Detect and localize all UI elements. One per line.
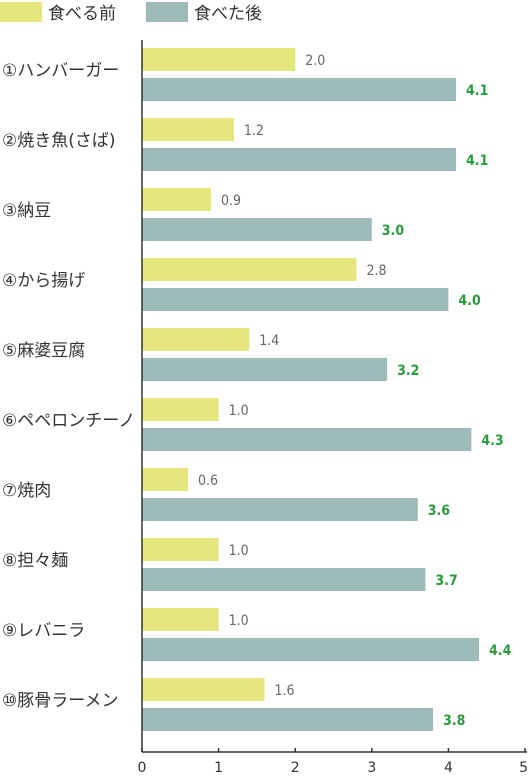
value-label-after: 3.8 bbox=[443, 713, 465, 729]
category-label: ⑤麻婆豆腐 bbox=[2, 341, 85, 361]
category-label: ⑦焼肉 bbox=[2, 481, 51, 501]
bar-before bbox=[142, 468, 188, 491]
x-tick-label: 5 bbox=[519, 760, 528, 776]
bar-after bbox=[142, 78, 457, 101]
value-label-before: 0.9 bbox=[221, 193, 241, 209]
bar-after bbox=[142, 288, 449, 311]
bar-before bbox=[142, 678, 265, 701]
value-label-before: 2.0 bbox=[305, 53, 325, 69]
value-label-before: 1.0 bbox=[229, 403, 249, 419]
value-label-before: 0.6 bbox=[198, 473, 218, 489]
category-label: ⑩豚骨ラーメン bbox=[2, 691, 119, 711]
value-label-after: 3.6 bbox=[428, 503, 451, 519]
category-label: ②焼き魚(さば) bbox=[2, 131, 116, 151]
bar-before bbox=[142, 398, 219, 421]
x-tick-label: 0 bbox=[138, 760, 147, 776]
value-label-before: 1.6 bbox=[275, 683, 295, 699]
value-label-after: 4.3 bbox=[481, 433, 503, 449]
bar-before bbox=[142, 538, 219, 561]
bar-before bbox=[142, 188, 211, 211]
category-label: ⑨レバニラ bbox=[2, 621, 85, 641]
bar-after bbox=[142, 148, 457, 171]
value-label-after: 4.1 bbox=[466, 83, 488, 99]
x-tick-label: 3 bbox=[367, 760, 376, 776]
bar-before bbox=[142, 328, 250, 351]
x-tick-label: 4 bbox=[444, 760, 453, 776]
legend-swatch-before bbox=[0, 2, 42, 22]
bar-after bbox=[142, 568, 426, 591]
bar-before bbox=[142, 48, 296, 71]
category-label: ③納豆 bbox=[2, 201, 51, 221]
value-label-before: 1.4 bbox=[259, 333, 279, 349]
legend-swatch-after bbox=[146, 2, 188, 22]
value-label-before: 1.0 bbox=[229, 613, 249, 629]
bar-before bbox=[142, 118, 234, 141]
category-label: ⑧担々麺 bbox=[2, 551, 68, 571]
value-label-after: 3.7 bbox=[435, 573, 457, 589]
x-tick-label: 2 bbox=[291, 760, 300, 776]
legend: 食べる前 食べた後 bbox=[0, 2, 262, 24]
value-label-before: 2.8 bbox=[366, 263, 386, 279]
value-label-after: 4.4 bbox=[489, 643, 512, 659]
bar-after bbox=[142, 358, 388, 381]
value-label-before: 1.0 bbox=[229, 543, 249, 559]
bar-before bbox=[142, 608, 219, 631]
category-label: ⑥ペペロンチーノ bbox=[2, 411, 135, 431]
value-label-before: 1.2 bbox=[244, 123, 264, 139]
bar-before bbox=[142, 258, 357, 281]
value-label-after: 3.0 bbox=[382, 223, 405, 239]
bar-after bbox=[142, 498, 418, 521]
value-label-after: 4.0 bbox=[458, 293, 481, 309]
bar-after bbox=[142, 638, 480, 661]
bar-after bbox=[142, 708, 434, 731]
category-label: ④から揚げ bbox=[2, 271, 85, 291]
bar-after bbox=[142, 428, 472, 451]
value-label-after: 4.1 bbox=[466, 153, 488, 169]
legend-label-before: 食べる前 bbox=[48, 4, 116, 24]
value-label-after: 3.2 bbox=[397, 363, 419, 379]
x-tick-label: 1 bbox=[214, 760, 223, 776]
plot-area: ①ハンバーガー 2.0 4.1 ②焼き魚(さば) 1.2 4.1 ③納豆 0.9 3.0 ④から揚… bbox=[2, 40, 528, 776]
category-label: ①ハンバーガー bbox=[2, 61, 119, 81]
legend-label-after: 食べた後 bbox=[194, 4, 262, 24]
bar-after bbox=[142, 218, 372, 241]
